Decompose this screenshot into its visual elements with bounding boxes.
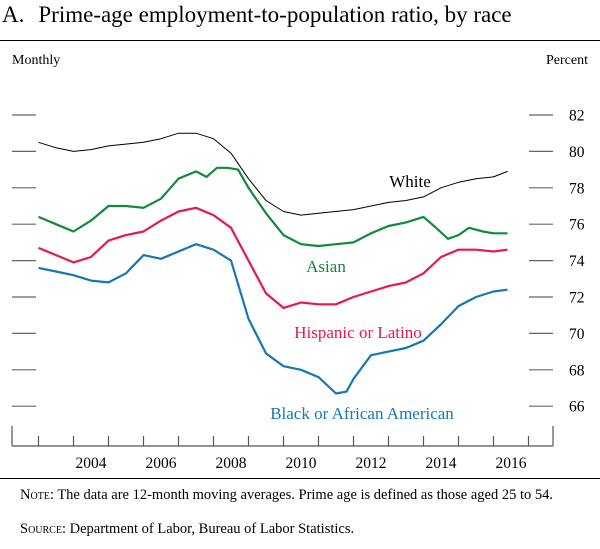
source-text: Department of Labor, Bureau of Labor Sta… [69,521,355,537]
y-tick-label: 78 [569,180,585,197]
note: Note: The data are 12-month moving avera… [20,487,590,503]
series-line-black-or-african-american [38,243,508,395]
series-line-white [38,132,508,216]
x-tick-label: 2008 [216,455,247,472]
series-line-asian [38,166,508,248]
source-label: Source: [20,521,66,537]
series-label: Asian [306,257,346,276]
frequency-label: Monthly [12,53,61,68]
chart-title: A. Prime-age employment-to-population rat… [2,2,526,28]
note-text: The data are 12-month moving averages. P… [57,487,553,503]
y-tick-label: 76 [569,217,585,234]
note-label: Note: [20,487,54,503]
x-tick-label: 2004 [76,455,107,472]
y-tick-label: 72 [569,290,585,307]
source: Source: Department of Labor, Bureau of L… [20,521,590,537]
bottom-rule [0,478,600,479]
x-tick-label: 2016 [496,455,527,472]
panel-label: A. [2,2,25,27]
series-label: Hispanic or Latino [294,323,421,342]
y-tick-label: 66 [569,399,585,416]
series-label: Black or African American [270,404,454,423]
series-label: White [389,172,431,191]
y-tick-label: 82 [569,108,585,125]
y-tick-label: 80 [569,144,585,161]
y-tick-label: 68 [569,362,585,379]
x-tick-label: 2014 [426,455,457,472]
title-text: Prime-age employment-to-population ratio… [38,2,512,27]
unit-label: Percent [546,53,588,68]
y-tick-label: 70 [569,326,585,343]
series-line-hispanic-or-latino [38,206,508,309]
x-tick-label: 2006 [146,455,177,472]
x-tick-label: 2010 [286,455,317,472]
y-tick-label: 74 [569,253,585,270]
top-rule [0,40,600,41]
x-tick-label: 2012 [356,455,387,472]
